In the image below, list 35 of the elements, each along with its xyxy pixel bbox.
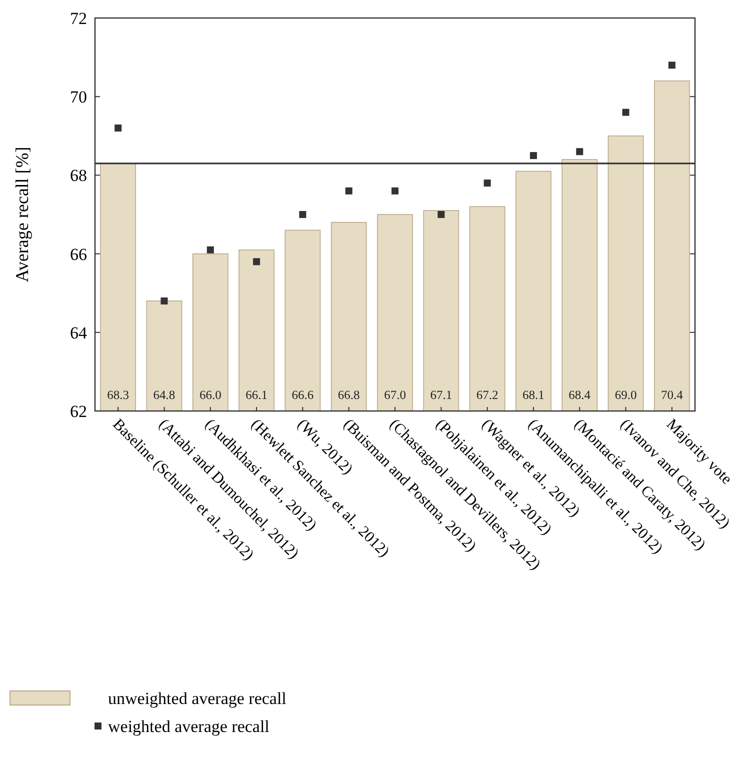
data-label: 67.1 [430, 388, 452, 402]
data-label: 70.4 [660, 388, 684, 402]
legend-label: weighted average recall [108, 716, 270, 736]
point [253, 258, 260, 266]
point [206, 246, 214, 254]
data-label: 66.0 [199, 388, 222, 402]
y-tick-label: 62 [70, 402, 87, 421]
y-tick-label: 66 [70, 244, 87, 264]
data-label: 67.2 [476, 388, 498, 402]
y-tick-label: 70 [70, 88, 87, 107]
data-label: 66.6 [292, 388, 314, 402]
point [484, 180, 491, 187]
y-tick-label: 64 [70, 323, 88, 342]
y-tick-label: 72 [70, 8, 87, 28]
point [668, 62, 676, 69]
point [576, 148, 584, 156]
point [160, 297, 168, 304]
data-label: 66.1 [246, 388, 268, 402]
point [392, 187, 398, 194]
data-label: 69.0 [614, 388, 637, 402]
legend-label: unweighted average recall [108, 688, 287, 708]
point [622, 108, 630, 116]
data-label: 68.3 [107, 388, 130, 402]
point [530, 152, 537, 160]
point [299, 211, 306, 218]
point [114, 124, 122, 132]
data-label: 68.1 [522, 388, 544, 402]
point [438, 211, 445, 218]
data-label: 64.8 [153, 388, 176, 402]
data-label: 67.0 [384, 388, 406, 402]
point [345, 187, 352, 194]
y-tick-label: 68 [70, 166, 87, 186]
data-label: 66.8 [338, 388, 360, 402]
data-label: 68.4 [568, 388, 592, 402]
y-axis-title: Average recall [%] [12, 146, 32, 282]
